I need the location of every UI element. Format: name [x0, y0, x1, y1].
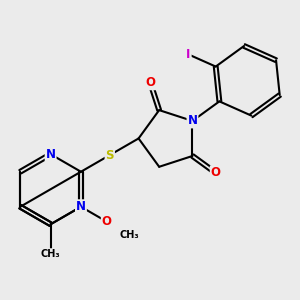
Text: I: I — [186, 48, 191, 61]
Text: N: N — [188, 114, 197, 128]
Text: O: O — [145, 76, 155, 89]
Text: O: O — [211, 166, 221, 179]
Text: O: O — [102, 215, 112, 228]
Text: N: N — [76, 200, 86, 213]
Text: CH₃: CH₃ — [120, 230, 139, 240]
Text: S: S — [106, 148, 114, 162]
Text: N: N — [46, 148, 56, 161]
Text: CH₃: CH₃ — [41, 249, 60, 259]
